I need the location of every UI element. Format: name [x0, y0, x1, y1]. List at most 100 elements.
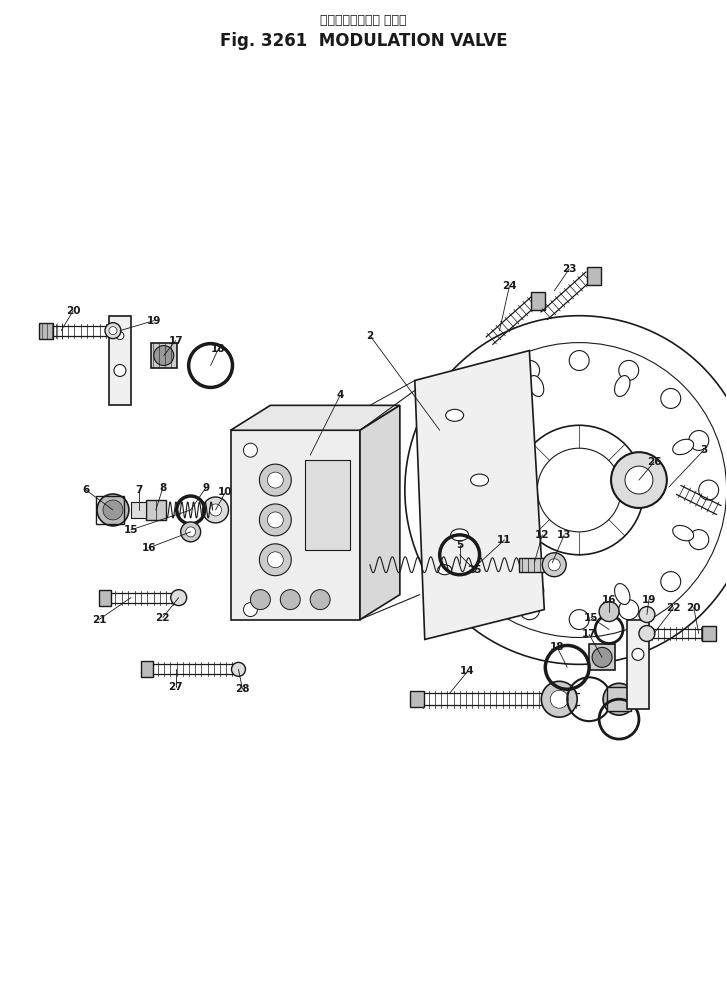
Text: 20: 20 — [686, 602, 701, 612]
Bar — [141, 661, 153, 677]
Bar — [131, 501, 146, 517]
Text: 14: 14 — [460, 666, 475, 676]
Bar — [305, 461, 350, 549]
Text: 15: 15 — [584, 612, 598, 622]
Circle shape — [260, 503, 292, 535]
Text: 13: 13 — [557, 529, 571, 539]
Circle shape — [449, 431, 470, 451]
Circle shape — [542, 552, 566, 576]
Circle shape — [542, 681, 577, 717]
Circle shape — [550, 690, 569, 708]
Circle shape — [520, 361, 539, 380]
Ellipse shape — [672, 525, 694, 540]
Text: 18: 18 — [212, 344, 226, 354]
Circle shape — [619, 361, 639, 380]
Circle shape — [268, 473, 284, 489]
Text: 12: 12 — [535, 529, 550, 539]
Text: 8: 8 — [159, 483, 166, 494]
Circle shape — [548, 558, 561, 570]
Circle shape — [639, 606, 655, 622]
Ellipse shape — [672, 440, 694, 455]
Bar — [99, 589, 111, 605]
Bar — [627, 619, 649, 709]
Text: 10: 10 — [218, 487, 233, 498]
Circle shape — [440, 481, 459, 499]
Circle shape — [171, 589, 187, 605]
Text: 16: 16 — [602, 594, 616, 604]
Circle shape — [203, 498, 228, 522]
Circle shape — [569, 609, 589, 629]
Circle shape — [699, 481, 718, 499]
Circle shape — [449, 529, 470, 549]
Text: 4: 4 — [337, 391, 344, 401]
Text: 17: 17 — [169, 336, 183, 346]
Bar — [109, 316, 131, 406]
Circle shape — [592, 647, 612, 667]
Polygon shape — [360, 406, 400, 619]
Circle shape — [478, 389, 497, 409]
Text: 6: 6 — [82, 485, 89, 496]
Circle shape — [244, 444, 257, 458]
Text: 17: 17 — [582, 629, 596, 639]
Ellipse shape — [614, 376, 630, 397]
Text: 22: 22 — [667, 602, 681, 612]
Bar — [607, 687, 631, 711]
Text: 24: 24 — [502, 281, 517, 291]
Polygon shape — [230, 406, 400, 431]
Circle shape — [181, 521, 201, 541]
Circle shape — [209, 503, 222, 515]
Bar — [587, 267, 601, 285]
Circle shape — [520, 600, 539, 620]
Circle shape — [661, 571, 680, 591]
Text: 3: 3 — [700, 446, 707, 456]
Text: 26: 26 — [646, 458, 661, 468]
Bar — [230, 431, 360, 619]
Bar — [519, 557, 545, 571]
Circle shape — [537, 449, 621, 531]
Circle shape — [632, 648, 644, 660]
Ellipse shape — [446, 410, 464, 422]
Text: Fig. 3261  MODULATION VALVE: Fig. 3261 MODULATION VALVE — [220, 32, 507, 50]
Circle shape — [689, 431, 709, 451]
Text: 9: 9 — [202, 483, 209, 494]
Circle shape — [103, 499, 123, 519]
Text: 28: 28 — [236, 684, 249, 694]
Ellipse shape — [614, 583, 630, 604]
Circle shape — [260, 465, 292, 497]
Text: 23: 23 — [562, 264, 577, 274]
Text: 20: 20 — [66, 306, 81, 316]
Text: 2: 2 — [366, 331, 374, 341]
Circle shape — [569, 351, 589, 371]
Text: 21: 21 — [92, 614, 106, 624]
Bar — [150, 343, 177, 369]
Circle shape — [611, 453, 667, 507]
Circle shape — [639, 625, 655, 641]
Circle shape — [154, 346, 174, 366]
Ellipse shape — [529, 376, 544, 397]
Text: 7: 7 — [135, 485, 142, 496]
Circle shape — [260, 543, 292, 575]
Bar — [96, 497, 124, 523]
Circle shape — [689, 529, 709, 549]
Circle shape — [109, 327, 117, 335]
Bar — [589, 644, 615, 670]
Bar — [146, 499, 166, 519]
Circle shape — [599, 601, 619, 621]
Circle shape — [250, 589, 270, 609]
Circle shape — [515, 426, 644, 554]
Ellipse shape — [465, 525, 486, 540]
Bar — [39, 323, 53, 339]
Circle shape — [97, 495, 129, 525]
Circle shape — [661, 389, 680, 409]
Text: 18: 18 — [550, 642, 564, 652]
Circle shape — [185, 526, 196, 536]
Circle shape — [244, 602, 257, 616]
Text: 5: 5 — [456, 539, 463, 549]
Circle shape — [268, 551, 284, 567]
Text: 25: 25 — [467, 564, 482, 574]
Text: 15: 15 — [124, 524, 138, 534]
Text: 22: 22 — [156, 612, 170, 622]
Circle shape — [105, 323, 121, 339]
Bar — [702, 625, 715, 641]
Circle shape — [268, 511, 284, 527]
